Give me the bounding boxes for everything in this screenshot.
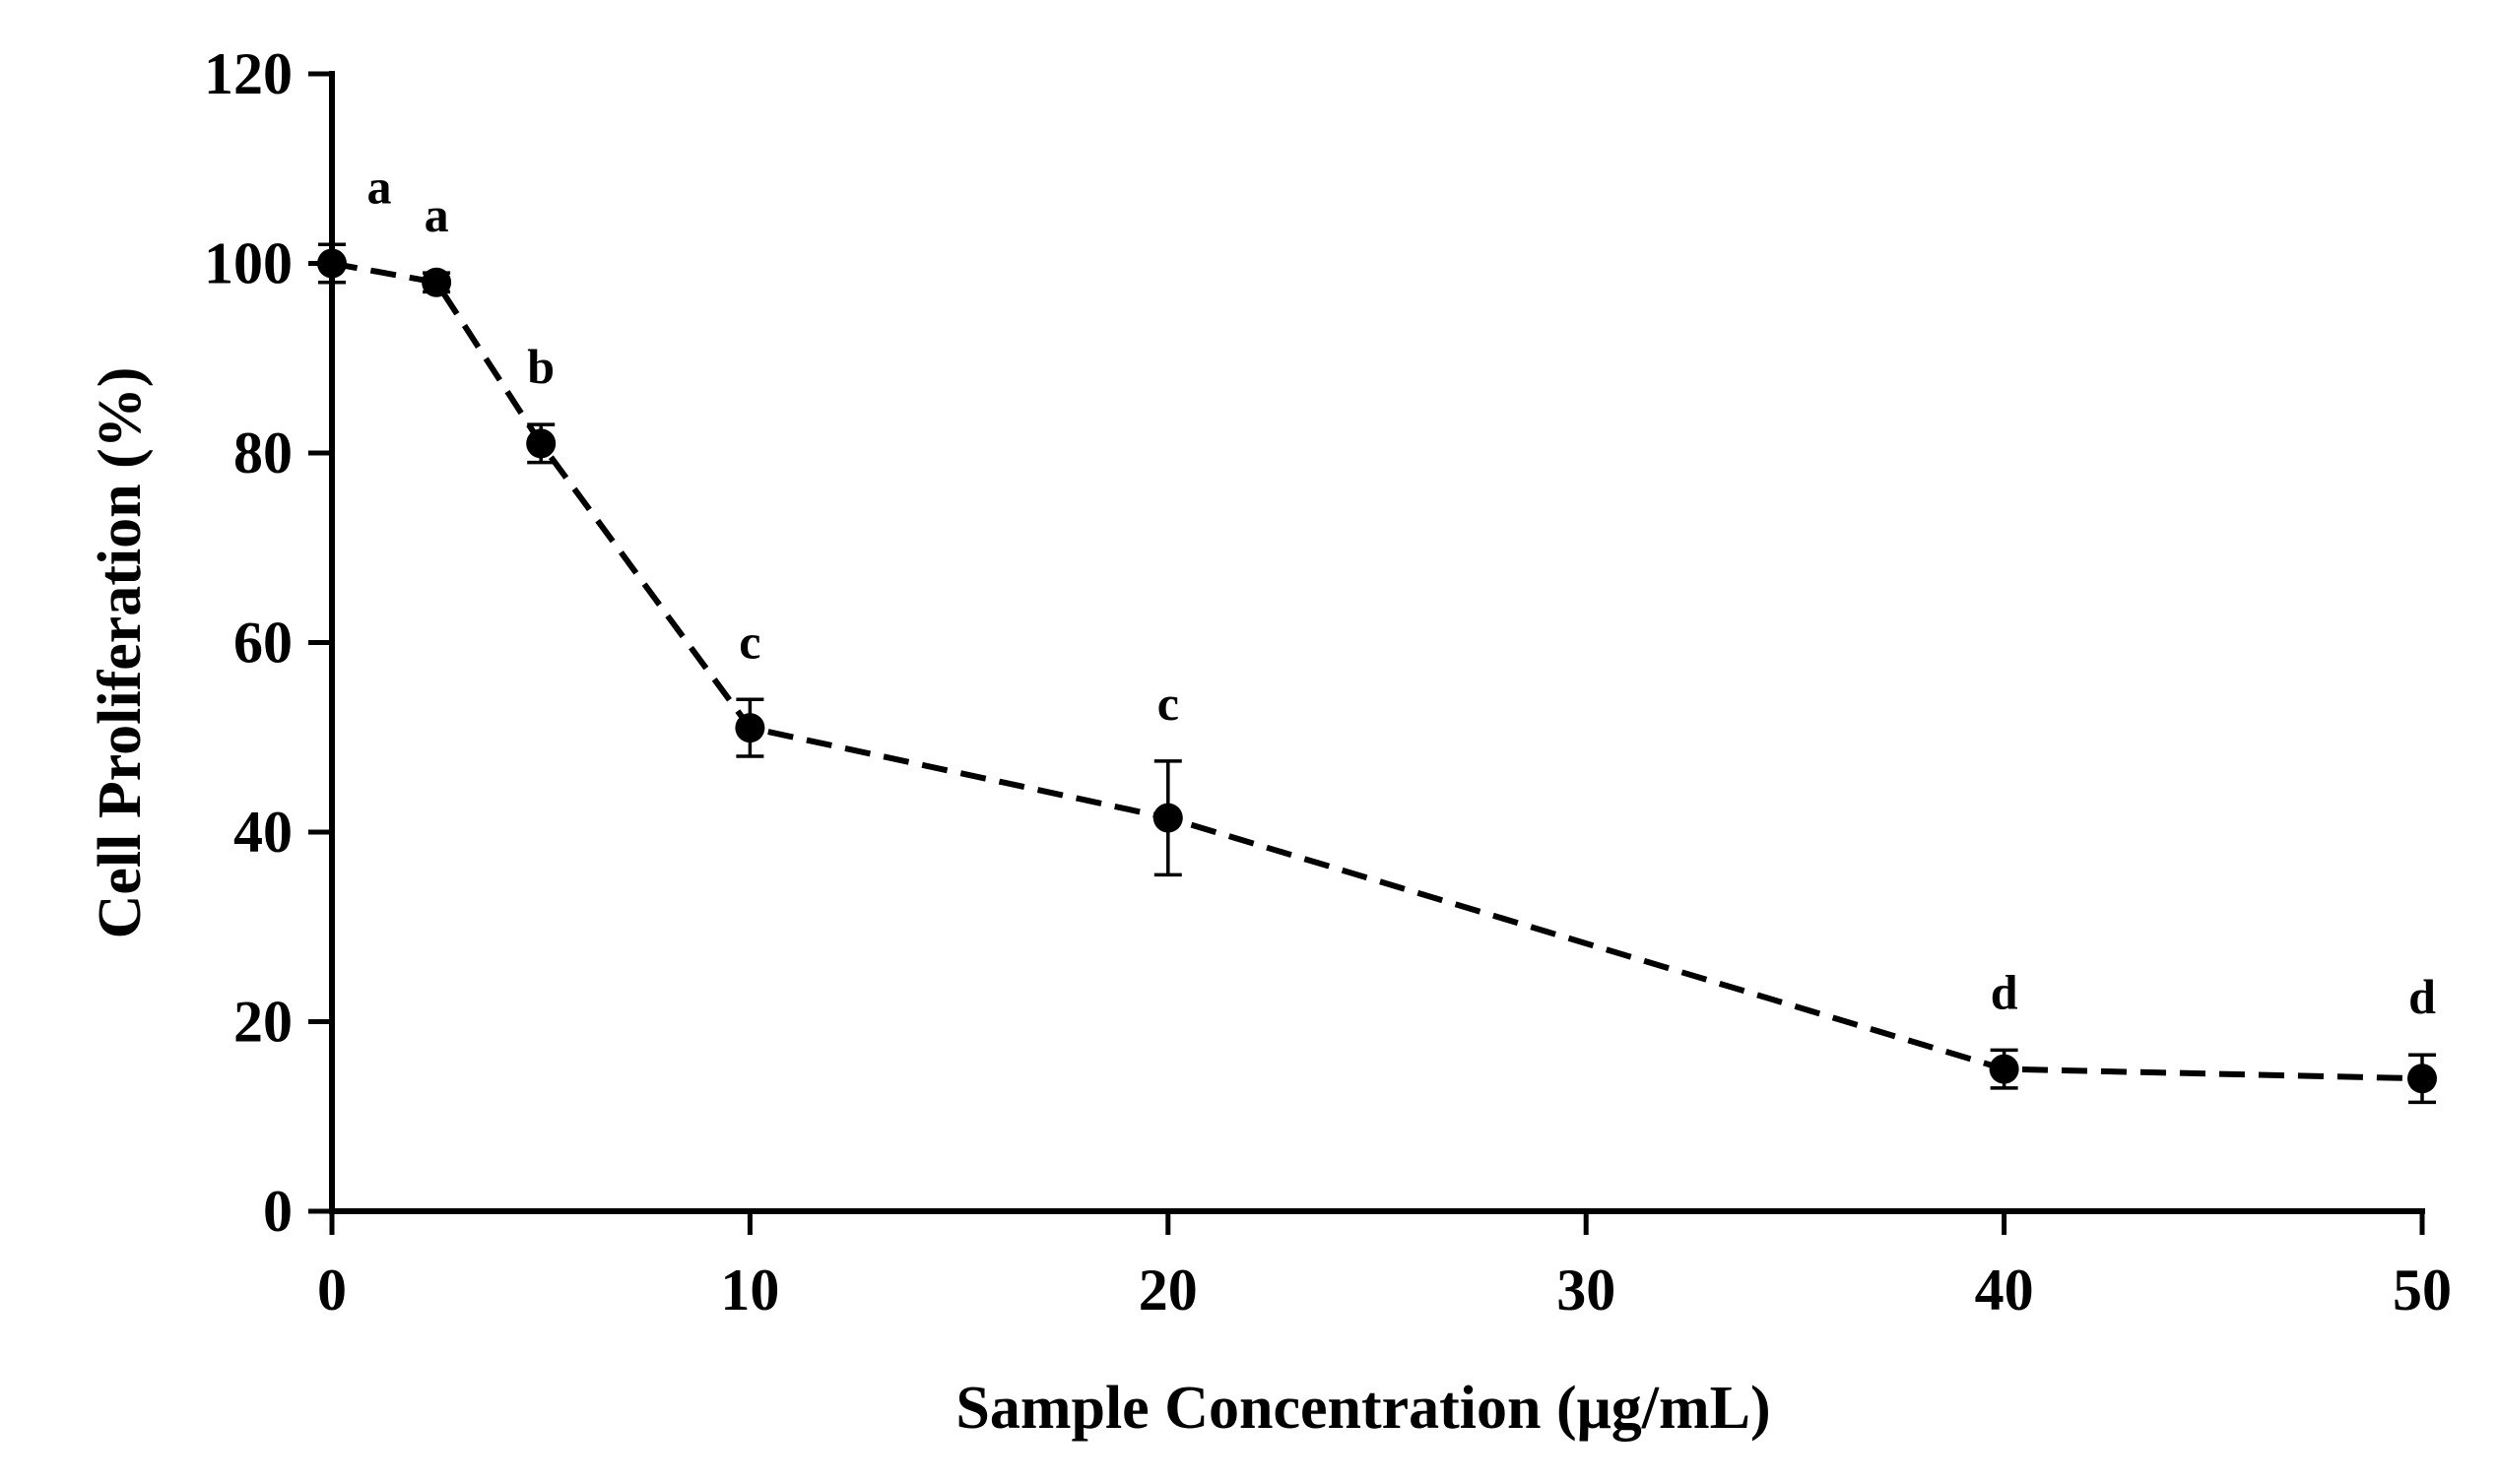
x-tick-label: 50: [2393, 1258, 2452, 1323]
significance-label: c: [1157, 676, 1179, 731]
significance-label: a: [425, 187, 449, 242]
x-axis-title: Sample Concentration (μg/mL): [955, 1375, 1770, 1442]
series-layer: aa b c c d d: [317, 159, 2437, 1105]
y-tick-label: 100: [204, 231, 293, 296]
data-point-group: c: [1152, 676, 1183, 877]
data-point-group: c: [735, 613, 765, 758]
data-point: [526, 428, 557, 459]
significance-label: c: [739, 613, 760, 669]
significance-label: d: [2408, 969, 2436, 1024]
data-point-group: b: [526, 339, 557, 465]
data-point: [2407, 1064, 2437, 1094]
x-tick-label: 10: [720, 1258, 779, 1323]
data-point-group: d: [1989, 964, 2019, 1090]
data-point: [1152, 803, 1183, 833]
series-line: [331, 260, 2423, 1082]
data-point: [1989, 1054, 2019, 1084]
x-tick-label: 20: [1139, 1258, 1198, 1323]
significance-label: b: [527, 339, 555, 394]
x-tick-label: 40: [1975, 1258, 2034, 1323]
significance-label: d: [1991, 964, 2018, 1019]
y-tick-label: 80: [233, 420, 293, 485]
data-point: [317, 248, 347, 279]
y-tick-label: 20: [233, 990, 293, 1055]
y-tick-label: 60: [233, 611, 293, 676]
data-point: [422, 267, 452, 297]
data-point-group: a: [317, 159, 392, 285]
x-tick-label: 30: [1556, 1258, 1615, 1323]
x-axis: 0 10 20 30 40 50: [317, 1208, 2452, 1323]
x-ticks: 0 10 20 30 40 50: [317, 1211, 2452, 1323]
x-tick-label: 0: [317, 1258, 347, 1323]
y-axis: 0 20 40 60 80 100 120: [204, 41, 335, 1244]
y-tick-label: 40: [233, 800, 293, 865]
y-tick-label: 120: [204, 41, 293, 106]
data-point-group: a: [422, 187, 452, 297]
y-ticks: 0 20 40 60 80 100 120: [204, 41, 332, 1244]
y-tick-label: 0: [263, 1179, 293, 1244]
data-point-group: d: [2407, 969, 2437, 1105]
significance-label: a: [367, 159, 392, 214]
data-point: [735, 713, 765, 743]
y-axis-title: Cell Proliferation (%): [87, 367, 154, 939]
